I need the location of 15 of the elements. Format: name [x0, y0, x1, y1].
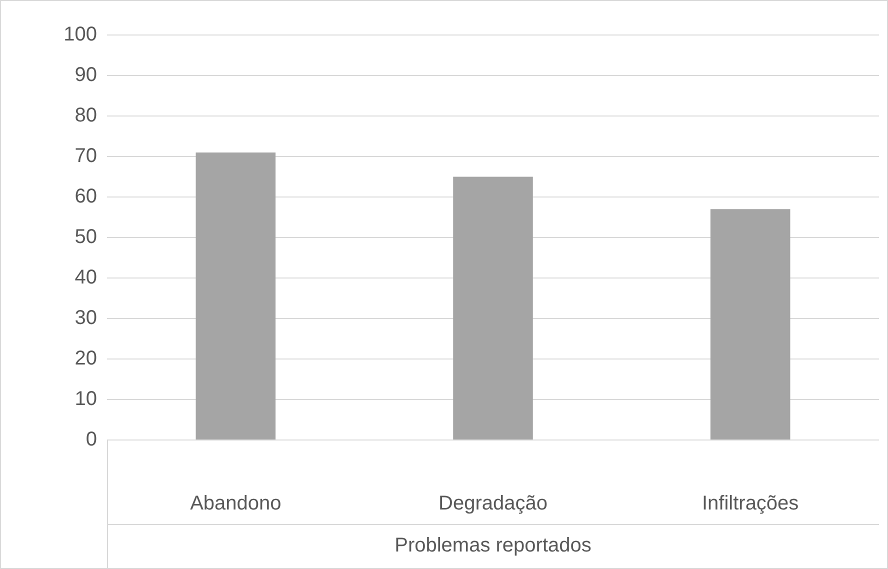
y-tick-label: 80	[74, 104, 97, 127]
y-tick-label: 30	[74, 307, 97, 330]
y-tick-label: 90	[74, 64, 97, 86]
y-tick-label: 20	[74, 348, 97, 370]
x-axis-title: Problemas reportados	[394, 534, 592, 557]
y-tick-label: 50	[74, 226, 97, 248]
y-tick-label: 70	[74, 145, 97, 168]
x-tick-label: Infiltrações	[702, 492, 799, 515]
x-tick-label: Degradação	[438, 492, 548, 515]
y-tick-label: 40	[74, 266, 97, 289]
y-tick-label: 100	[64, 24, 97, 46]
y-tick-label: 60	[74, 186, 97, 208]
x-tick-label: Abandono	[190, 492, 282, 515]
y-tick-label: 0	[86, 428, 97, 451]
y-tick-label: 10	[74, 388, 97, 410]
